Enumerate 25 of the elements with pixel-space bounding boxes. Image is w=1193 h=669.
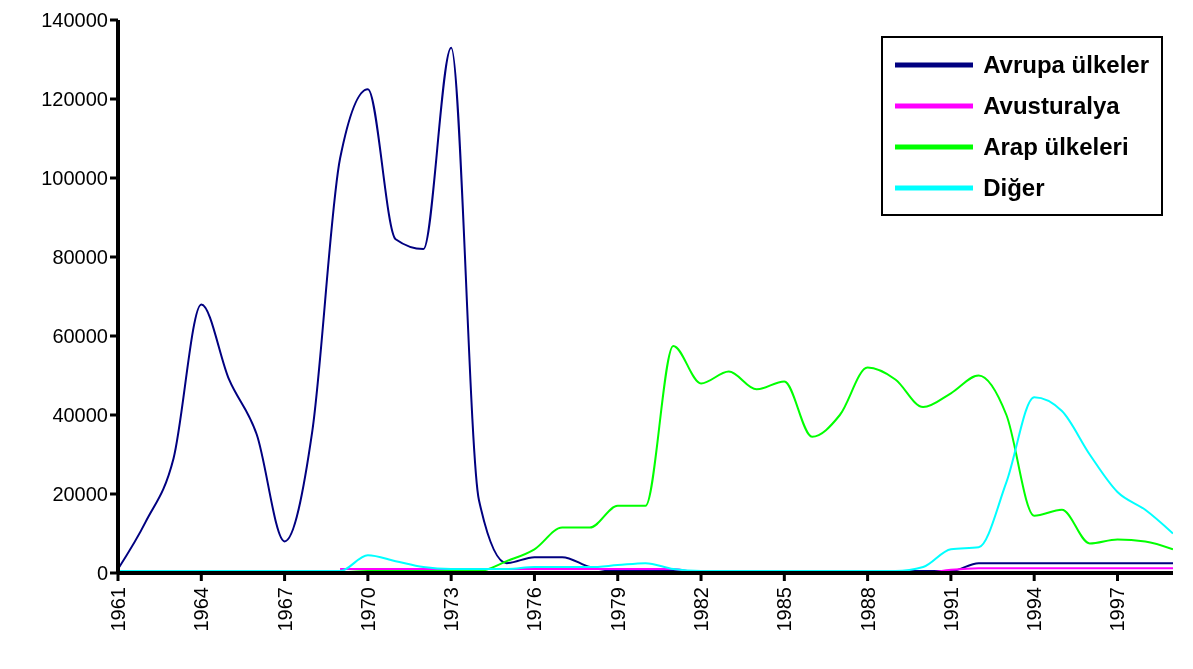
legend-label: Diğer: [983, 173, 1045, 202]
x-tick-label: 1991: [939, 587, 962, 632]
y-tick-label: 40000: [52, 404, 108, 427]
y-tick-label: 0: [96, 562, 108, 585]
y-tick-label: 140000: [41, 9, 108, 32]
x-tick-label: 1964: [190, 587, 213, 632]
x-tick-label: 1985: [773, 587, 796, 632]
x-tick-label: 1997: [1106, 587, 1129, 632]
y-tick-label: 100000: [41, 167, 108, 190]
y-tick-label: 120000: [41, 88, 108, 111]
x-tick-label: 1973: [440, 587, 463, 632]
x-tick-label: 1961: [107, 587, 129, 632]
x-tick-label: 1982: [690, 587, 713, 632]
x-tick-label: 1988: [856, 587, 879, 632]
y-tick-label: 20000: [52, 483, 108, 506]
legend-label: Avusturalya: [983, 91, 1120, 120]
legend-label: Avrupa ülkeler: [983, 50, 1149, 79]
x-tick-label: 1967: [273, 587, 296, 632]
y-tick-label: 80000: [52, 246, 108, 269]
x-tick-label: 1970: [356, 587, 379, 632]
x-tick-label: 1976: [523, 587, 546, 632]
x-tick-label: 1994: [1023, 587, 1046, 632]
legend-label: Arap ülkeleri: [983, 132, 1129, 161]
y-tick-label: 60000: [52, 325, 108, 348]
x-tick-label: 1979: [606, 587, 629, 632]
